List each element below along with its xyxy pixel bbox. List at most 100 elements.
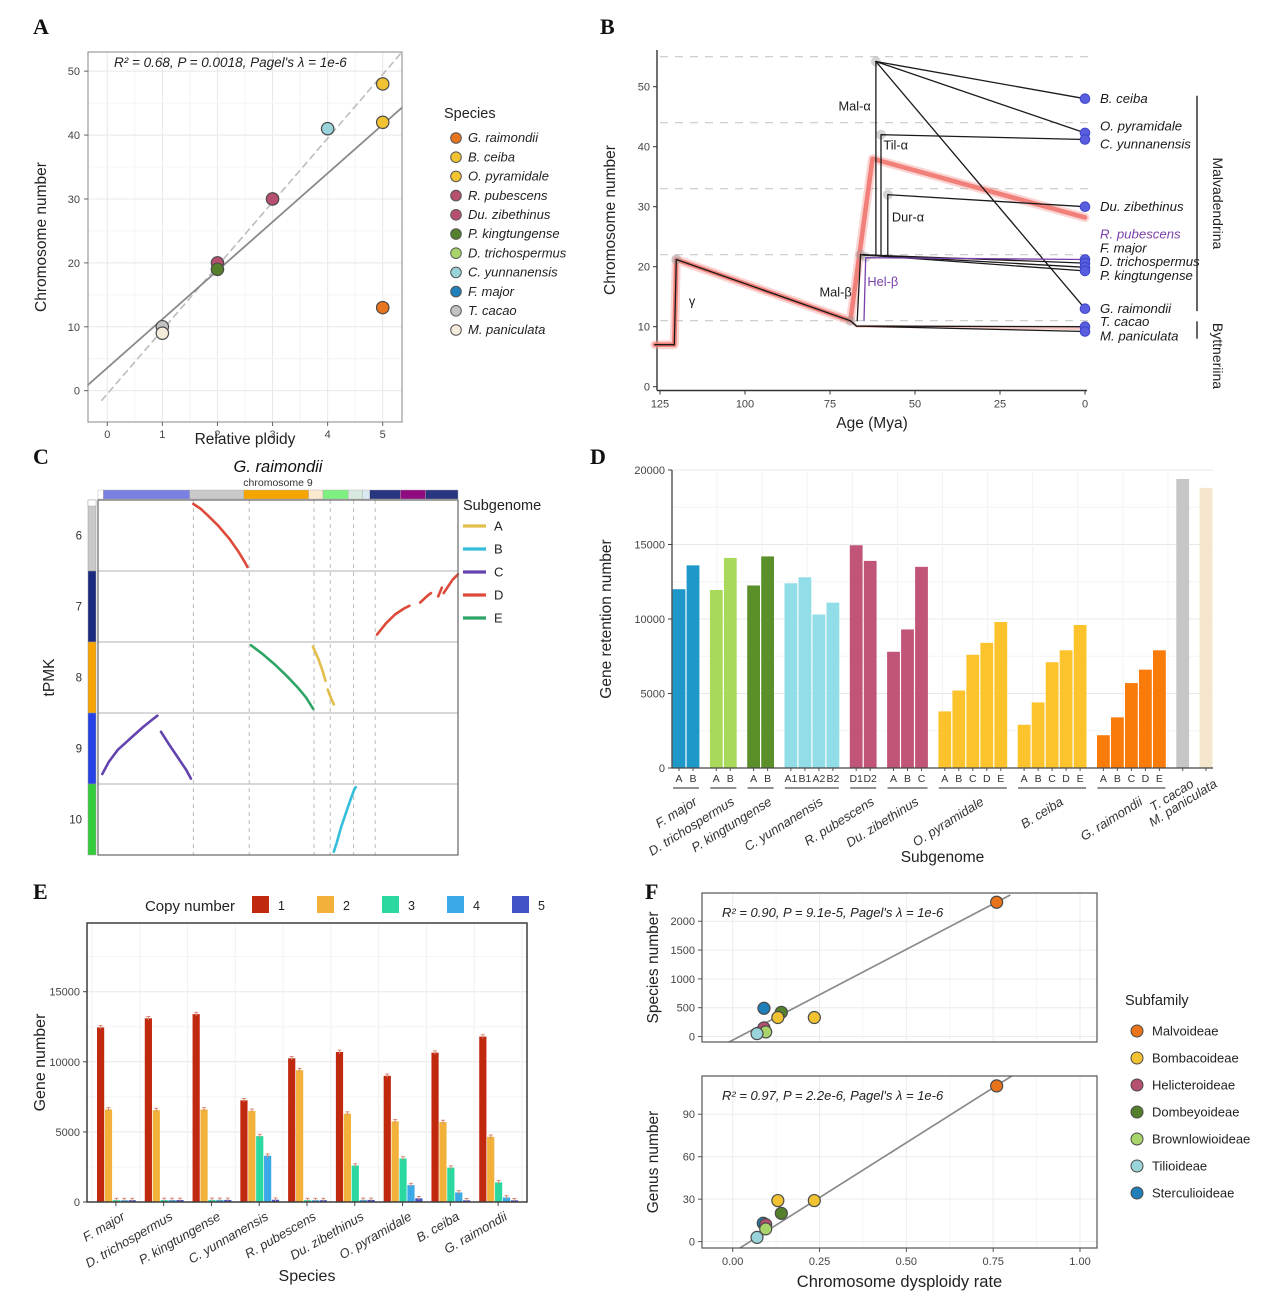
bar-Opyramidale-E <box>994 621 1008 768</box>
subplot-content <box>738 1076 1014 1248</box>
clade-label: Byttneriina <box>1210 323 1226 389</box>
subgenome-tick-label: B2 <box>826 773 839 785</box>
bar-copy3 <box>351 1165 359 1202</box>
bar-Dtrichospermus-B <box>723 557 737 768</box>
x-tick-label: 50 <box>909 399 921 411</box>
bar-Opyramidale-D <box>980 642 994 768</box>
subgenome-tick-label: B <box>1114 773 1121 785</box>
legend-title: Copy number <box>145 898 235 915</box>
plot-frame <box>701 892 1098 1043</box>
legend-label: E <box>494 610 503 625</box>
data-point <box>375 300 390 315</box>
panel-b-label: B <box>600 14 615 39</box>
bar-Cyunnanensis-A1 <box>784 583 798 768</box>
bar-copy2 <box>248 1110 256 1202</box>
stats-annotation: R² = 0.90, P = 9.1e-5, Pagel's λ = 1e-6 <box>722 905 944 920</box>
x-tick-label: 4 <box>325 429 331 441</box>
bar-Graimondii-A <box>1097 735 1110 768</box>
legend-label: D <box>494 587 503 602</box>
subgenome-tick-label: B <box>764 773 771 785</box>
legend-swatch <box>450 305 462 317</box>
bar-Bceiba-D <box>1059 650 1073 768</box>
y-tick-label: 20000 <box>634 465 665 477</box>
data-point <box>320 121 335 136</box>
legend-swatch <box>450 266 462 279</box>
legend-swatch <box>450 170 462 183</box>
bar-Bceiba-B <box>1031 702 1045 768</box>
subgenome-tick-label: A <box>1100 773 1107 785</box>
legend-label: D. trichospermus <box>468 245 567 260</box>
y-tick-label: 30 <box>638 202 650 214</box>
bar-copy4 <box>455 1192 463 1202</box>
y-tick-label: 0 <box>689 1237 695 1249</box>
legend-label: C. yunnanensis <box>468 265 558 280</box>
legend-swatch <box>1130 1024 1144 1038</box>
bar-Bceiba-E <box>1073 624 1087 768</box>
y-tick-label: 0 <box>74 386 80 398</box>
bar-copy4 <box>407 1185 415 1202</box>
bar-Duzibethinus-C <box>915 566 928 768</box>
subgenome-tick-label: E <box>997 773 1004 785</box>
bar-copy1 <box>431 1052 439 1202</box>
subgenome-tick-label: E <box>1077 773 1084 785</box>
legend-swatch <box>450 285 462 298</box>
bar-Duzibethinus-A <box>887 651 900 768</box>
query-chromosome-band <box>87 783 97 856</box>
y-tick-label: 1000 <box>671 974 695 986</box>
panel-b-chart: 125 100 75 50 25 0 0 10 20 30 40 50 Mal-α Til-α Dur-α M… <box>602 50 1226 432</box>
subgenome-tick-label: A1 <box>784 773 797 785</box>
legend-swatch <box>512 896 529 913</box>
legend-label: 3 <box>408 899 415 913</box>
data-point <box>750 1230 764 1244</box>
legend-swatch <box>317 896 334 913</box>
bar-Duzibethinus-B <box>901 629 914 768</box>
y-tick-label: 0 <box>644 382 650 394</box>
bar-Tcacao <box>1176 478 1190 768</box>
query-chromosome-band-cap <box>87 499 97 507</box>
wgd-event-label: γ <box>689 294 696 309</box>
legend-label: F. major <box>468 284 515 299</box>
x-tick-label: 2 <box>214 429 220 441</box>
y-tick-label: 50 <box>68 66 80 78</box>
y-tick-label: 15000 <box>634 540 665 552</box>
subgenome-tick-label: D2 <box>863 773 877 785</box>
subgenome-tick-label: B <box>727 773 734 785</box>
tip-point <box>1079 134 1091 145</box>
phylogeny-branch <box>654 258 852 346</box>
subgenome-tick-label: E <box>1156 773 1163 785</box>
bar-Graimondii-D <box>1139 669 1152 768</box>
synteny-curve-A <box>311 645 327 683</box>
subgenome-tick-label: D1 <box>849 773 863 785</box>
x-tick-label: 0.25 <box>809 1256 830 1268</box>
synteny-curve-C <box>159 730 193 780</box>
panel-e-label: E <box>33 879 48 904</box>
query-chromosome-band <box>87 712 97 785</box>
row-tick-label: 10 <box>69 815 82 827</box>
row-tick-label: 9 <box>76 744 82 756</box>
tip-species-label: O. pyramidale <box>1100 119 1182 134</box>
synteny-curve-C <box>101 714 159 776</box>
legend-label: O. pyramidale <box>468 169 549 184</box>
tip-species-label: M. paniculata <box>1100 329 1178 344</box>
legend-title: Subfamily <box>1125 993 1189 1009</box>
y-tick-label: 40 <box>638 142 650 154</box>
query-chromosome-band <box>87 570 97 643</box>
y-axis-title: Species number <box>645 911 662 1023</box>
y-tick-label: 500 <box>677 1003 695 1015</box>
y-tick-label: 10 <box>68 322 80 334</box>
synteny-curve-B <box>332 786 358 853</box>
legend-label: Malvoideae <box>1152 1023 1219 1038</box>
bar-copy3 <box>447 1167 455 1202</box>
target-chromosome-segment <box>308 489 324 500</box>
phylogeny-branch <box>875 60 1086 100</box>
legend-label: Du. zibethinus <box>468 207 551 222</box>
phylogeny-branch <box>859 254 1086 272</box>
legend-swatch <box>1130 1159 1144 1173</box>
tip-species-label: F. major <box>1100 240 1147 255</box>
y-tick-label: 30 <box>683 1194 695 1206</box>
bar-copy1 <box>335 1051 344 1202</box>
wgd-event-label: Mal-α <box>839 99 872 114</box>
